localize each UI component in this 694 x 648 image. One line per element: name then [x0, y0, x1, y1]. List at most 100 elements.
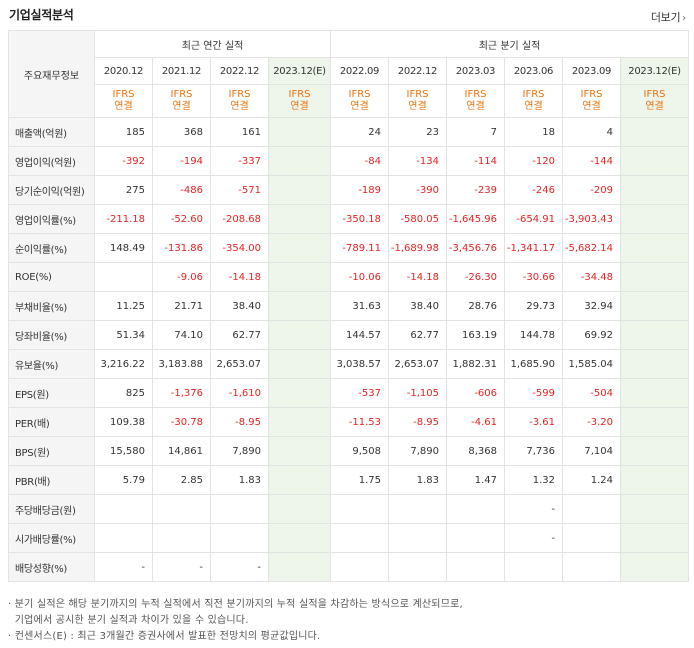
- table-cell: [330, 494, 389, 524]
- ifrs-label: IFRS 연결: [446, 84, 505, 118]
- table-cell: 7,890: [388, 436, 447, 466]
- consolidated-line: 연결: [466, 101, 485, 112]
- table-cell: [619, 349, 690, 379]
- table-cell: 2.85: [152, 465, 211, 495]
- table-cell: [388, 494, 447, 524]
- table-cell: [152, 494, 211, 524]
- table-cell: 1.75: [330, 465, 389, 495]
- table-cell: -: [504, 523, 563, 553]
- table-cell: -134: [388, 146, 447, 176]
- table-cell: [562, 494, 621, 524]
- table-cell: [388, 523, 447, 553]
- row-label: 유보율(%): [8, 349, 95, 379]
- table-cell: 825: [94, 378, 153, 408]
- row-label: 주당배당금(원): [8, 494, 95, 524]
- more-link[interactable]: 더보기 ›: [651, 9, 686, 25]
- row-label: 시가배당률(%): [8, 523, 95, 553]
- consolidated-line: 연결: [114, 101, 133, 112]
- table-cell: [330, 552, 389, 582]
- footnotes: · 분기 실적은 해당 분기까지의 누적 실적에서 직전 분기까지의 누적 실적…: [8, 597, 463, 645]
- table-cell: 1,882.31: [446, 349, 505, 379]
- table-cell: -209: [562, 175, 621, 205]
- table-cell: 15,580: [94, 436, 153, 466]
- table-cell: -599: [504, 378, 563, 408]
- footnote-line: · 분기 실적은 해당 분기까지의 누적 실적에서 직전 분기까지의 누적 실적…: [8, 599, 463, 610]
- table-cell: 31.63: [330, 291, 389, 321]
- table-cell: -354.00: [210, 233, 269, 263]
- table-cell: -11.53: [330, 407, 389, 437]
- table-cell: 23: [388, 117, 447, 147]
- table-cell: [268, 523, 331, 553]
- table-cell: [619, 175, 690, 205]
- table-row: 영업이익률(%) -211.18 -52.60 -208.68 -350.18 -580.…: [8, 204, 690, 234]
- table-cell: 18: [504, 117, 563, 147]
- table-cell: [268, 349, 331, 379]
- row-label: 당기순이익(억원): [8, 175, 95, 205]
- table-cell: [268, 378, 331, 408]
- table-cell: [268, 320, 331, 350]
- table-row: 주당배당금(원) -: [8, 494, 690, 524]
- ifrs-line: IFRS: [170, 89, 193, 100]
- row-label: 배당성향(%): [8, 552, 95, 582]
- table-cell: [619, 407, 690, 437]
- table-cell: [619, 262, 690, 292]
- ifrs-label: IFRS 연결: [94, 84, 153, 118]
- table-cell: 24: [330, 117, 389, 147]
- ifrs-label: IFRS 연결: [268, 84, 331, 118]
- table-cell: 51.34: [94, 320, 153, 350]
- table-cell: 1.24: [562, 465, 621, 495]
- table-row: PER(배) 109.38 -30.78 -8.95 -11.53 -8.95 -4.61-…: [8, 407, 690, 437]
- table-cell: 3,216.22: [94, 349, 153, 379]
- table-cell: [330, 523, 389, 553]
- ifrs-line: IFRS: [406, 89, 429, 100]
- table-cell: -3,903.43: [562, 204, 621, 234]
- consolidated-line: 연결: [408, 101, 427, 112]
- ifrs-line: IFRS: [348, 89, 371, 100]
- table-cell: [619, 146, 690, 176]
- period-header: 2020.12: [94, 57, 153, 85]
- table-cell: [268, 204, 331, 234]
- ifrs-line: IFRS: [522, 89, 545, 100]
- table-cell: -789.11: [330, 233, 389, 263]
- table-cell: -26.30: [446, 262, 505, 292]
- table-cell: 148.49: [94, 233, 153, 263]
- table-cell: 38.40: [210, 291, 269, 321]
- table-cell: [619, 378, 690, 408]
- table-cell: -4.61: [446, 407, 505, 437]
- table-cell: [619, 233, 690, 263]
- ifrs-label: IFRS 연결: [619, 84, 690, 118]
- period-header: 2022.12: [210, 57, 269, 85]
- table-cell: 7: [446, 117, 505, 147]
- table-cell: -350.18: [330, 204, 389, 234]
- table-cell: -1,341.17: [504, 233, 563, 263]
- table-cell: -120: [504, 146, 563, 176]
- table-cell: 4: [562, 117, 621, 147]
- ifrs-line: IFRS: [228, 89, 251, 100]
- table-cell: [446, 494, 505, 524]
- footnote-line: 기업에서 공시한 분기 실적과 차이가 있을 수 있습니다.: [8, 615, 249, 626]
- table-cell: -3.20: [562, 407, 621, 437]
- ifrs-line: IFRS: [643, 89, 666, 100]
- table-row: PBR(배) 5.79 2.85 1.83 1.75 1.83 1.47 1.32 1.24: [8, 465, 690, 495]
- row-label: 순이익률(%): [8, 233, 95, 263]
- ifrs-line: IFRS: [288, 89, 311, 100]
- period-header: 2023.12(E): [268, 57, 331, 85]
- table-cell: -52.60: [152, 204, 211, 234]
- table-cell: -1,376: [152, 378, 211, 408]
- table-cell: 1,685.90: [504, 349, 563, 379]
- table-cell: -114: [446, 146, 505, 176]
- table-cell: 3,038.57: [330, 349, 389, 379]
- section-title: 기업실적분석: [9, 8, 74, 22]
- consolidated-line: 연결: [172, 101, 191, 112]
- table-cell: -5,682.14: [562, 233, 621, 263]
- consolidated-line: 연결: [645, 101, 664, 112]
- table-cell: -3.61: [504, 407, 563, 437]
- table-cell: -194: [152, 146, 211, 176]
- table-cell: -: [94, 552, 153, 582]
- row-label: 영업이익(억원): [8, 146, 95, 176]
- period-header: 2022.12: [388, 57, 447, 85]
- table-cell: 9,508: [330, 436, 389, 466]
- table-cell: 275: [94, 175, 153, 205]
- table-cell: -504: [562, 378, 621, 408]
- table-cell: [619, 291, 690, 321]
